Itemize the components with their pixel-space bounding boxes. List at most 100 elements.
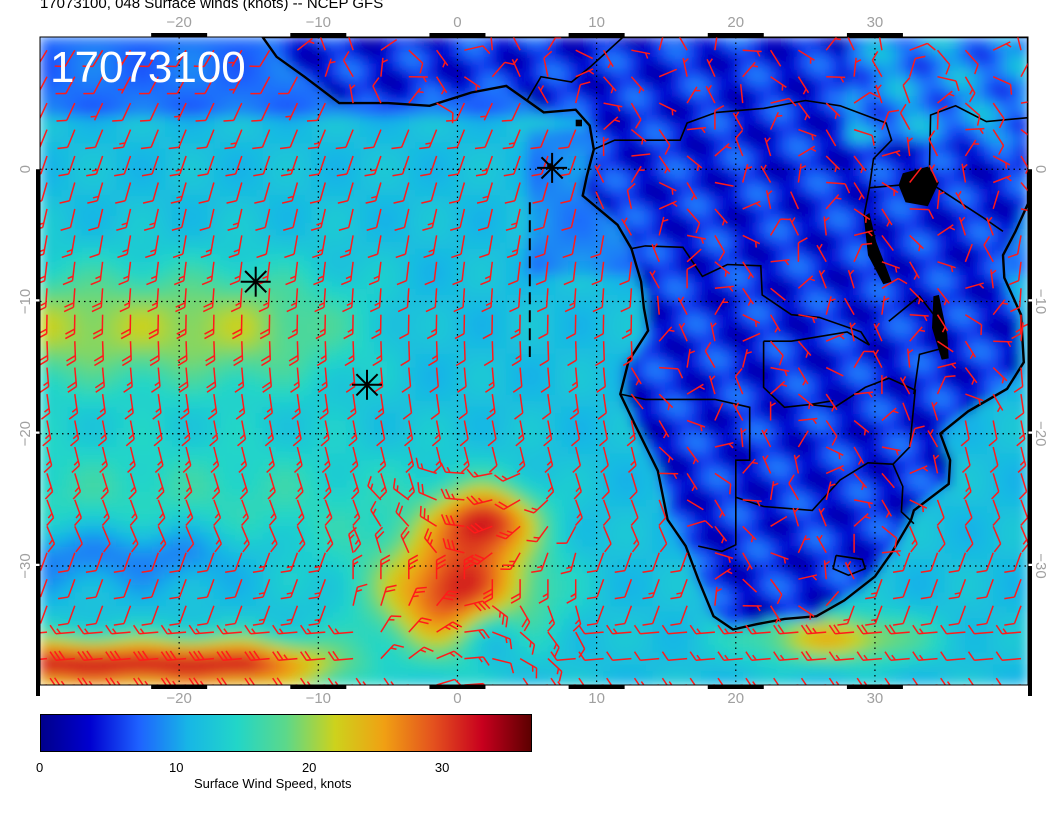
field-cell xyxy=(701,50,709,58)
field-cell xyxy=(394,70,403,78)
field-cell xyxy=(88,175,97,184)
field-cell xyxy=(137,156,146,164)
field-cell xyxy=(422,149,431,157)
field-cell xyxy=(777,169,786,177)
field-cell xyxy=(666,156,674,164)
field-cell xyxy=(67,89,76,98)
field-cell xyxy=(255,56,264,65)
field-cell xyxy=(262,182,271,190)
field-cell xyxy=(833,255,841,263)
field-cell xyxy=(603,169,612,177)
field-cell xyxy=(819,83,828,91)
field-cell xyxy=(130,215,139,223)
field-cell xyxy=(707,255,716,263)
field-cell xyxy=(81,222,90,230)
field-cell xyxy=(408,103,417,111)
field-cell xyxy=(617,215,626,223)
field-cell xyxy=(930,37,939,45)
field-cell xyxy=(520,208,528,217)
field-cell xyxy=(346,89,354,98)
field-cell xyxy=(930,123,939,131)
field-cell xyxy=(847,116,855,124)
field-cell xyxy=(429,123,438,131)
field-cell xyxy=(297,116,306,124)
field-cell xyxy=(554,156,563,164)
field-cell xyxy=(534,162,542,170)
field-cell xyxy=(568,109,577,118)
field-cell xyxy=(784,175,793,184)
field-cell xyxy=(652,175,661,184)
field-cell xyxy=(770,169,779,177)
field-cell xyxy=(694,175,702,184)
field-cell xyxy=(895,189,904,197)
field-cell xyxy=(547,109,556,118)
field-cell xyxy=(283,83,292,91)
field-cell xyxy=(471,248,480,256)
field-cell xyxy=(652,123,661,131)
field-cell xyxy=(436,235,445,243)
field-cell xyxy=(151,50,160,58)
field-cell xyxy=(269,248,278,256)
field-cell xyxy=(95,228,104,237)
field-cell xyxy=(1000,83,1008,91)
field-cell xyxy=(784,169,793,177)
field-cell xyxy=(707,222,716,230)
field-cell xyxy=(332,195,340,204)
field-cell xyxy=(561,189,570,197)
field-cell xyxy=(47,162,55,170)
field-cell xyxy=(770,70,779,78)
field-cell xyxy=(645,89,654,98)
field-cell xyxy=(645,123,654,131)
field-cell xyxy=(401,182,410,190)
field-cell xyxy=(67,116,76,124)
field-cell xyxy=(269,43,278,51)
field-cell xyxy=(506,56,514,65)
field-cell xyxy=(262,116,271,124)
field-cell xyxy=(88,37,97,45)
field-cell xyxy=(645,235,654,243)
field-cell xyxy=(791,162,800,170)
field-cell xyxy=(290,123,299,131)
field-cell xyxy=(450,37,459,45)
field-cell xyxy=(714,202,723,210)
field-cell xyxy=(742,189,751,197)
field-cell xyxy=(840,215,848,223)
field-cell xyxy=(944,43,953,51)
field-cell xyxy=(937,235,946,243)
field-cell xyxy=(290,76,299,85)
field-cell xyxy=(151,228,160,237)
field-cell xyxy=(165,242,173,250)
field-cell xyxy=(513,242,521,250)
field-cell xyxy=(346,103,354,111)
field-cell xyxy=(269,76,278,85)
field-cell xyxy=(610,175,619,184)
field-cell xyxy=(109,222,118,230)
field-cell xyxy=(603,56,612,65)
field-cell xyxy=(735,189,744,197)
field-cell xyxy=(1021,228,1028,237)
field-cell xyxy=(638,156,647,164)
field-cell xyxy=(972,70,981,78)
field-cell xyxy=(721,182,730,190)
field-cell xyxy=(1007,156,1015,164)
field-cell xyxy=(234,109,243,118)
field-cell xyxy=(234,37,243,45)
field-cell xyxy=(895,103,904,111)
field-cell xyxy=(394,222,403,230)
field-cell xyxy=(701,83,709,91)
field-cell xyxy=(116,123,125,131)
field-cell xyxy=(380,182,389,190)
field-cell xyxy=(749,169,758,177)
field-cell xyxy=(756,149,765,157)
field-cell xyxy=(742,136,751,144)
field-cell xyxy=(986,162,995,170)
field-cell xyxy=(624,116,633,124)
field-cell xyxy=(575,182,584,190)
field-cell xyxy=(471,215,480,223)
field-cell xyxy=(443,70,452,78)
field-cell xyxy=(916,123,925,131)
field-cell xyxy=(861,123,869,131)
field-cell xyxy=(895,255,904,263)
field-cell xyxy=(360,228,368,237)
field-cell xyxy=(582,50,591,58)
